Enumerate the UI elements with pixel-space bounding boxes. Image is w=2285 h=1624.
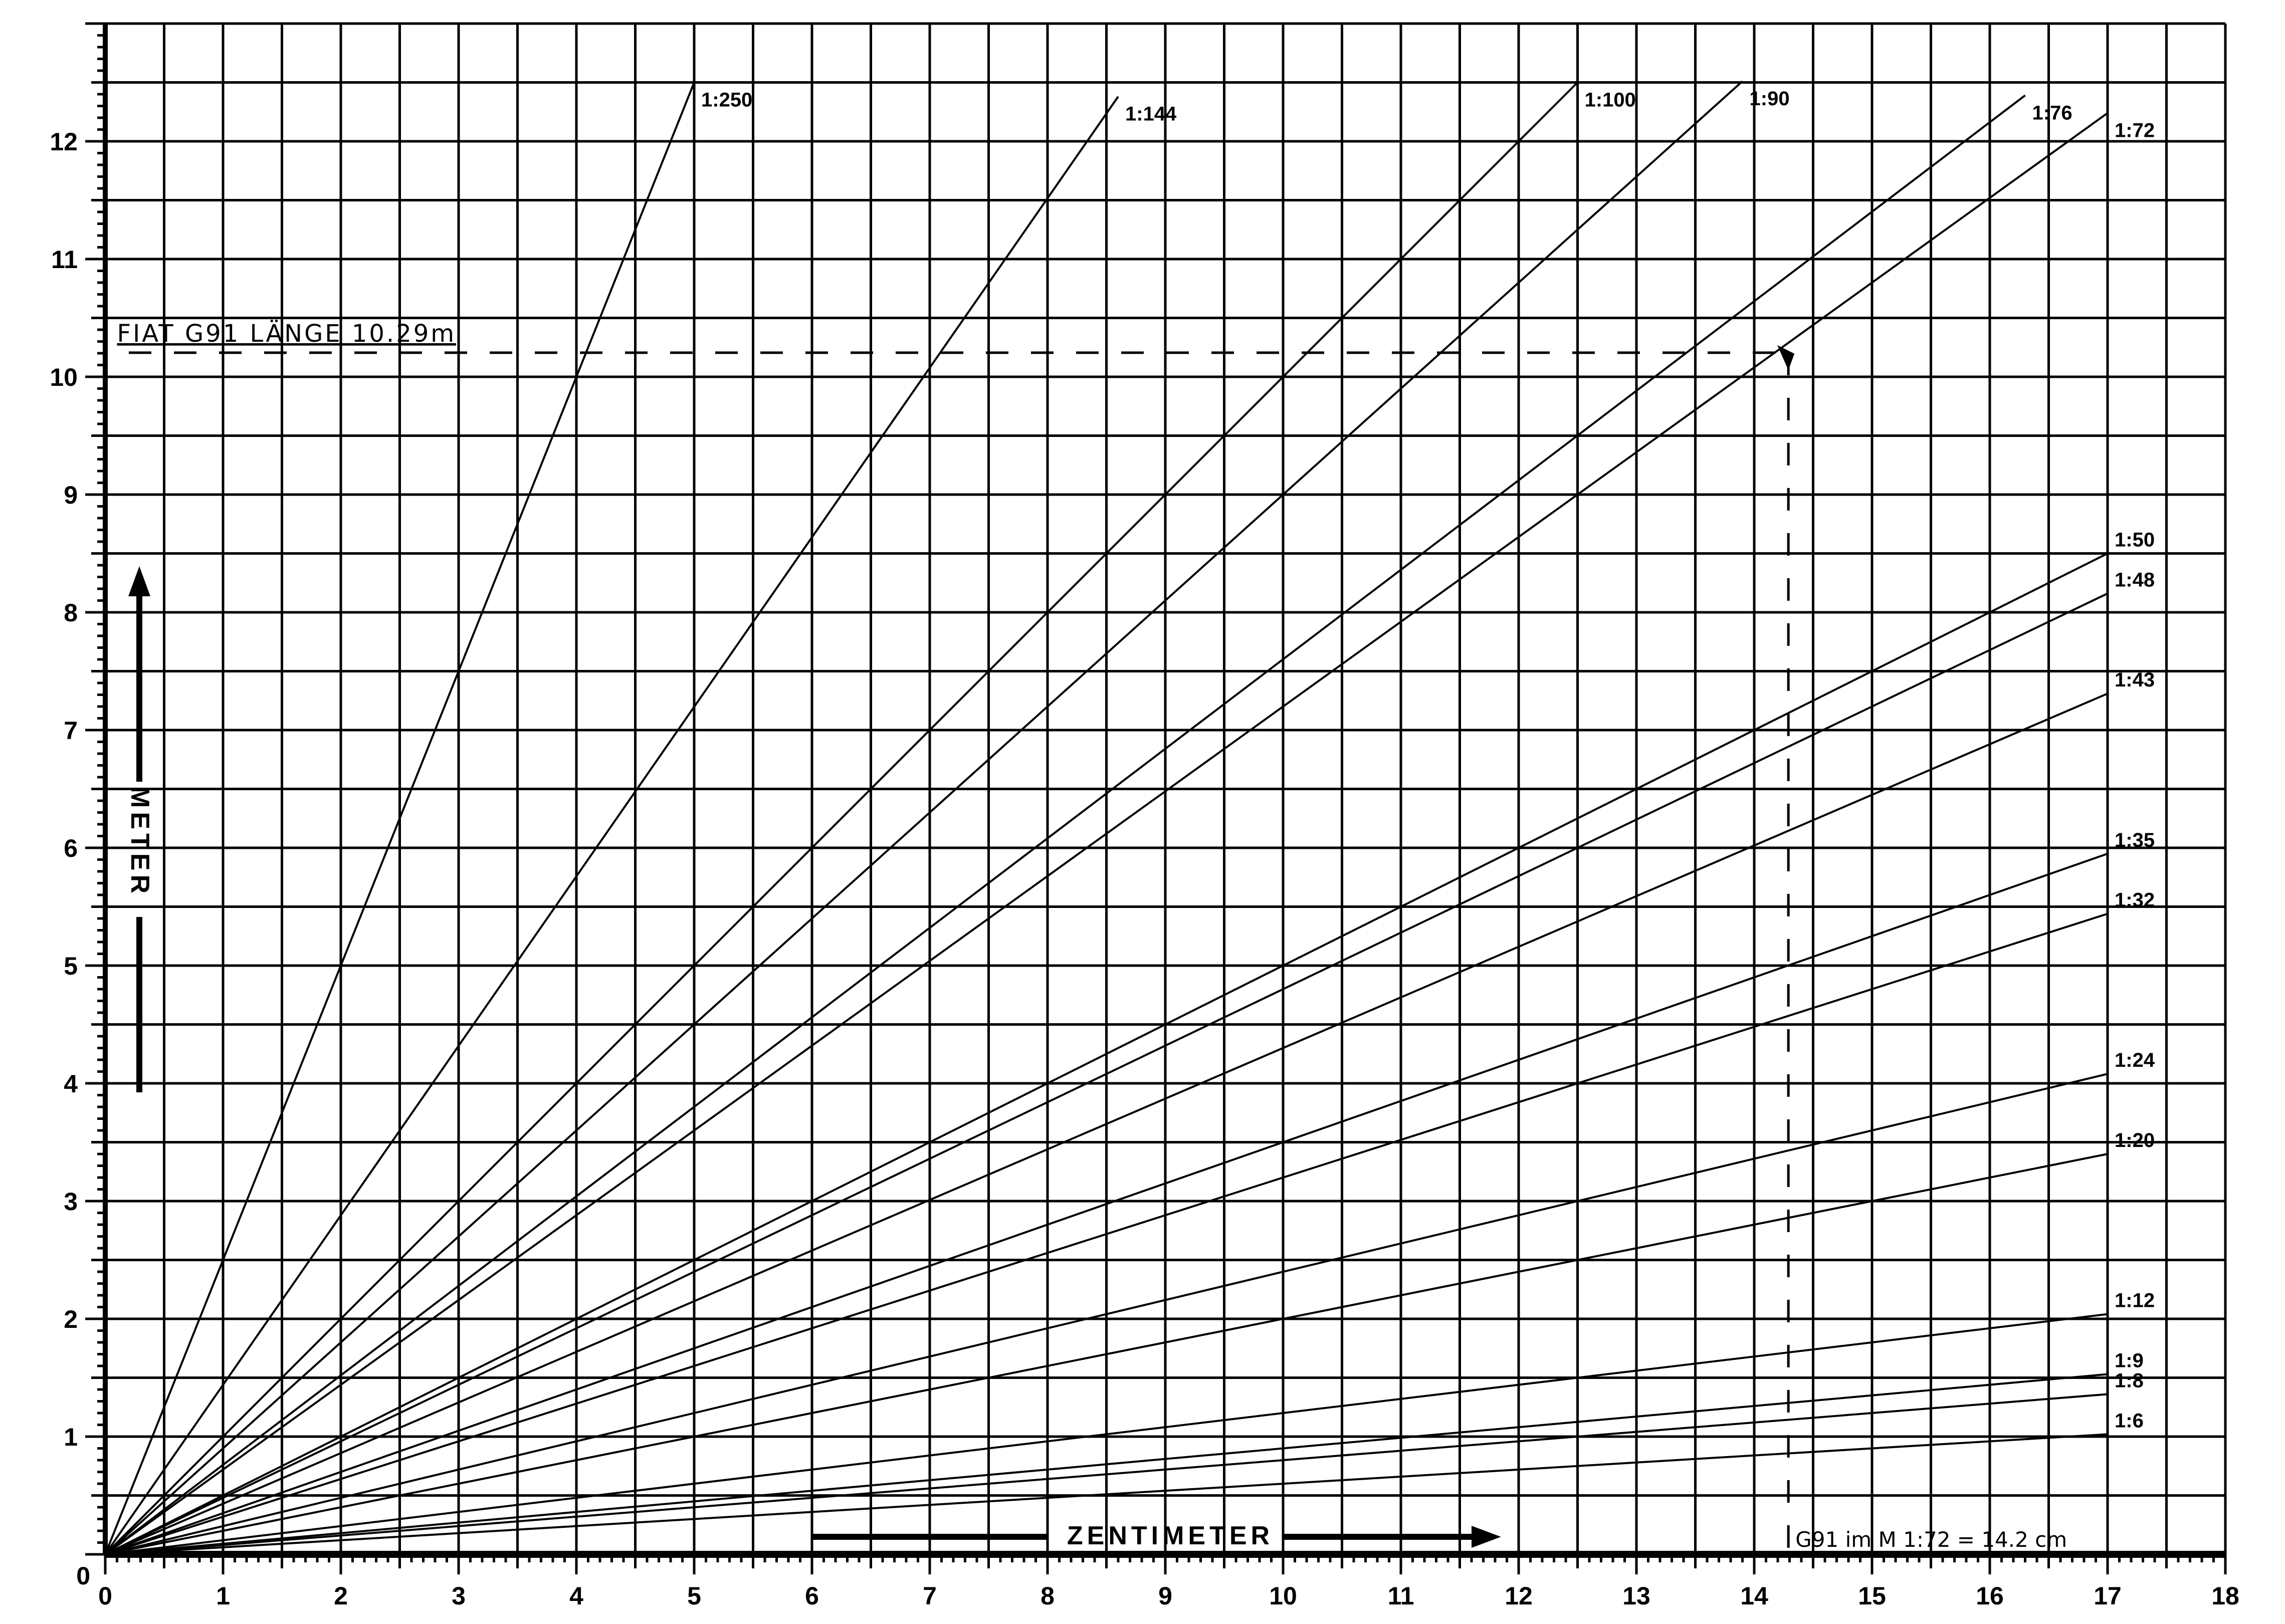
scale-line-label: 1:250 [701, 89, 752, 111]
scale-line-label: 1:100 [1585, 89, 1636, 111]
y-tick-label: 1 [64, 1423, 78, 1451]
x-tick-label: 2 [334, 1582, 348, 1610]
x-axis-label: ZENTIMETER [1067, 1521, 1274, 1550]
x-tick-label: 17 [2094, 1582, 2122, 1610]
axis-ticks: 0 1 2 3 4 5 6 7 8 9 10 11 12 13 14 15 16 17 18123456789101… [50, 22, 2239, 1610]
x-tick-label: 11 [1388, 1582, 1414, 1610]
y-tick-label: 6 [64, 834, 78, 862]
scale-line-label: 1:35 [2115, 829, 2155, 851]
y-tick-label: 10 [50, 363, 78, 391]
scale-line-label: 1:32 [2115, 889, 2155, 911]
scale-line [104, 94, 2026, 1555]
x-tick-label: 6 [805, 1582, 819, 1610]
scale-line-label: 1:48 [2115, 569, 2155, 591]
x-tick-label: 3 [452, 1582, 466, 1610]
x-tick-label: 14 [1740, 1582, 1768, 1610]
scale-line [105, 1373, 2108, 1555]
x-tick-label: 5 [687, 1582, 701, 1610]
scale-line-label: 1:50 [2115, 529, 2155, 551]
x-tick-label: 0 [98, 1582, 112, 1610]
arrowhead-icon [1777, 345, 1795, 370]
scale-line-label: 1:76 [2032, 102, 2072, 124]
y-axis-label: METER [125, 786, 154, 897]
axis-labels: ZENTIMETER METER [125, 566, 1501, 1550]
y-tick-label: 5 [64, 952, 78, 980]
y-tick-label: 7 [64, 717, 78, 745]
x-tick-label: 15 [1858, 1582, 1886, 1610]
scale-line [105, 912, 2108, 1555]
y-tick-label: 4 [64, 1070, 78, 1098]
y-tick-label: 8 [64, 599, 78, 627]
scale-line [105, 1393, 2108, 1555]
arrow-right-icon [1472, 1526, 1501, 1548]
scale-line-label: 1:12 [2115, 1290, 2155, 1312]
scale-line-label: 1:90 [1750, 88, 1790, 110]
scale-line [105, 692, 2108, 1555]
length-annotation-text: FIAT G91 LÄNGE 10.29m [117, 320, 457, 348]
scale-line-label: 1:43 [2115, 669, 2155, 691]
scale-line-label: 1:24 [2115, 1049, 2155, 1071]
result-annotation-text: G91 im M 1:72 = 14.2 cm [1795, 1527, 2067, 1552]
y-tick-label: 12 [50, 128, 78, 156]
scale-line [105, 852, 2108, 1555]
x-tick-label: 9 [1158, 1582, 1172, 1610]
scale-line-label: 1:20 [2115, 1129, 2155, 1151]
x-tick-label: 7 [923, 1582, 937, 1610]
scale-line [104, 82, 1578, 1555]
scale-line [104, 82, 695, 1555]
scale-line-label: 1:72 [2115, 120, 2155, 142]
arrow-up-icon [128, 566, 150, 596]
scale-line [104, 96, 1119, 1555]
scale-line [105, 552, 2108, 1555]
y-tick-label: 11 [51, 246, 78, 274]
scale-line-label: 1:144 [1125, 103, 1177, 125]
x-tick-label: 8 [1041, 1582, 1055, 1610]
y-tick-label: 9 [64, 481, 78, 509]
x-tick-label: 16 [1976, 1582, 2004, 1610]
scale-line [105, 1153, 2108, 1555]
x-tick-label: 4 [569, 1582, 583, 1610]
example-annotation: FIAT G91 LÄNGE 10.29m G91 im M 1:72 = 14.… [117, 320, 2067, 1552]
x-tick-label: 10 [1269, 1582, 1297, 1610]
scale-line [105, 1433, 2108, 1555]
x-tick-label: 1 [216, 1582, 230, 1610]
scale-line [105, 1073, 2108, 1555]
scale-line-label: 1:9 [2115, 1349, 2144, 1371]
y-tick-label: 3 [64, 1188, 78, 1216]
scale-line [105, 1313, 2108, 1555]
x-tick-label: 12 [1505, 1582, 1533, 1610]
scale-line-label: 1:8 [2115, 1369, 2144, 1391]
x-tick-label: 18 [2211, 1582, 2239, 1610]
scale-line-label: 1:6 [2115, 1410, 2144, 1432]
scale-lines: 1:250 1:144 1:100 1:90 1:76 1:72 1:50 1:48 1:43 1… [104, 80, 2155, 1555]
y-tick-label: 2 [64, 1305, 78, 1333]
x-tick-label: 13 [1622, 1582, 1650, 1610]
scale-line [105, 592, 2108, 1555]
origin-tick-label: 0 [76, 1562, 90, 1590]
scale-line [104, 80, 1743, 1555]
